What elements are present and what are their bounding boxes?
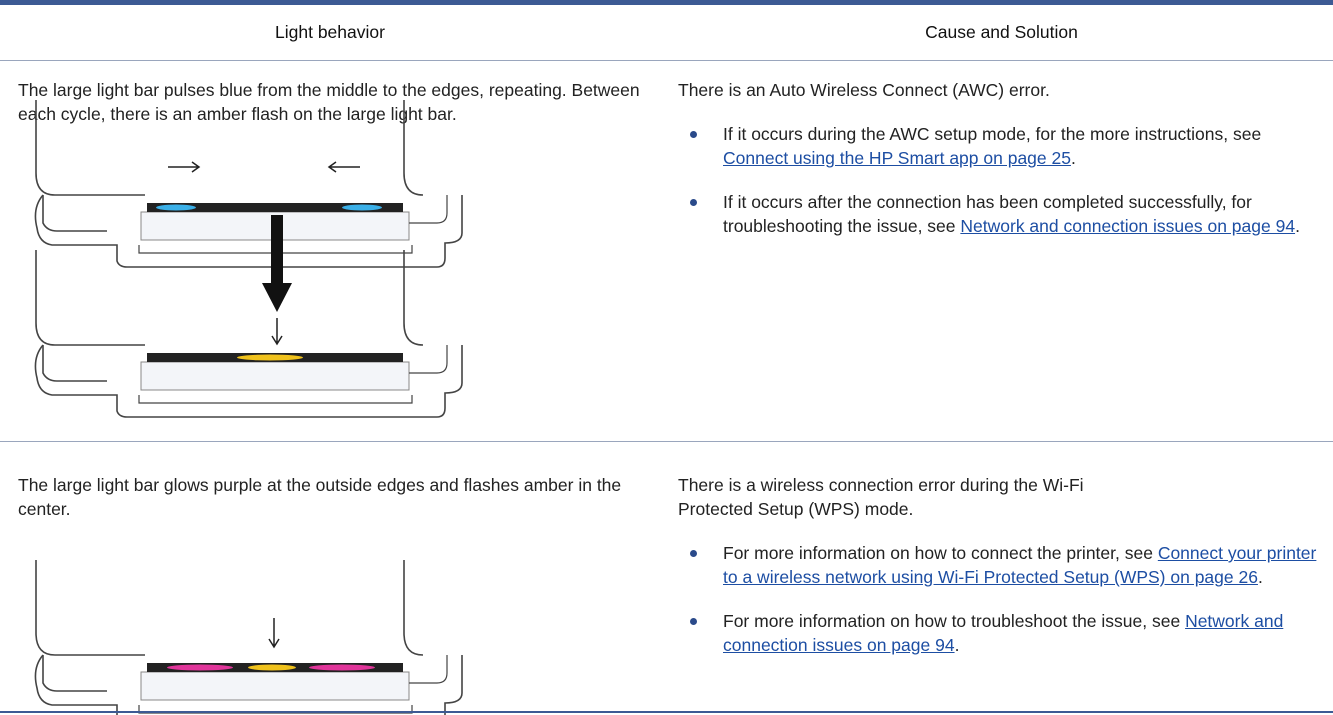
header-cell: Light behavior [275, 22, 385, 42]
solution-text: If it occurs during the AWC setup mode, … [723, 124, 1262, 144]
behavior-text: The large light bar pulses blue from the… [18, 80, 640, 124]
solution: For more information on how to troublesh… [678, 609, 1323, 657]
solution-end: . [1257, 567, 1263, 587]
solution: For more information on how to connect t… [678, 541, 1323, 589]
cause-text: There is an Auto Wireless Connect (AWC) … [678, 80, 1050, 100]
header-rule [0, 60, 1333, 61]
solution-end: . [1295, 216, 1300, 236]
link[interactable]: Network and connection issues on page 94 [723, 611, 1284, 655]
printer-illustration [34, 559, 463, 715]
cause-cell: There is a wireless connection error dur… [678, 473, 1323, 657]
bottom-rule [0, 711, 1333, 713]
header-cell: Cause and Solution [925, 22, 1078, 42]
link[interactable]: Connect your printer to a wireless netwo… [723, 543, 1317, 587]
link[interactable]: Network and connection issues on page 94 [960, 216, 1296, 236]
row-rule [0, 441, 1333, 442]
cause-cell: There is an Auto Wireless Connect (AWC) … [678, 78, 1323, 238]
top-rule [0, 0, 1333, 5]
solution-text: For more information on how to troublesh… [723, 611, 1186, 631]
solution-end: . [954, 635, 960, 655]
solution-text: If it occurs after the connection has be… [723, 192, 1252, 236]
printer-illustration [34, 99, 463, 418]
behavior-text: The large light bar glows purple at the … [18, 475, 622, 519]
solution: If it occurs during the AWC setup mode, … [678, 122, 1323, 170]
solution-end: . [1070, 148, 1076, 168]
cause-text: There is a wireless connection error dur… [678, 475, 1084, 519]
illustrations [34, 99, 463, 715]
solution-text: For more information on how to connect t… [723, 543, 1158, 563]
link[interactable]: Connect using the HP Smart app on page 2… [723, 148, 1071, 168]
solution: If it occurs after the connection has be… [678, 190, 1323, 238]
